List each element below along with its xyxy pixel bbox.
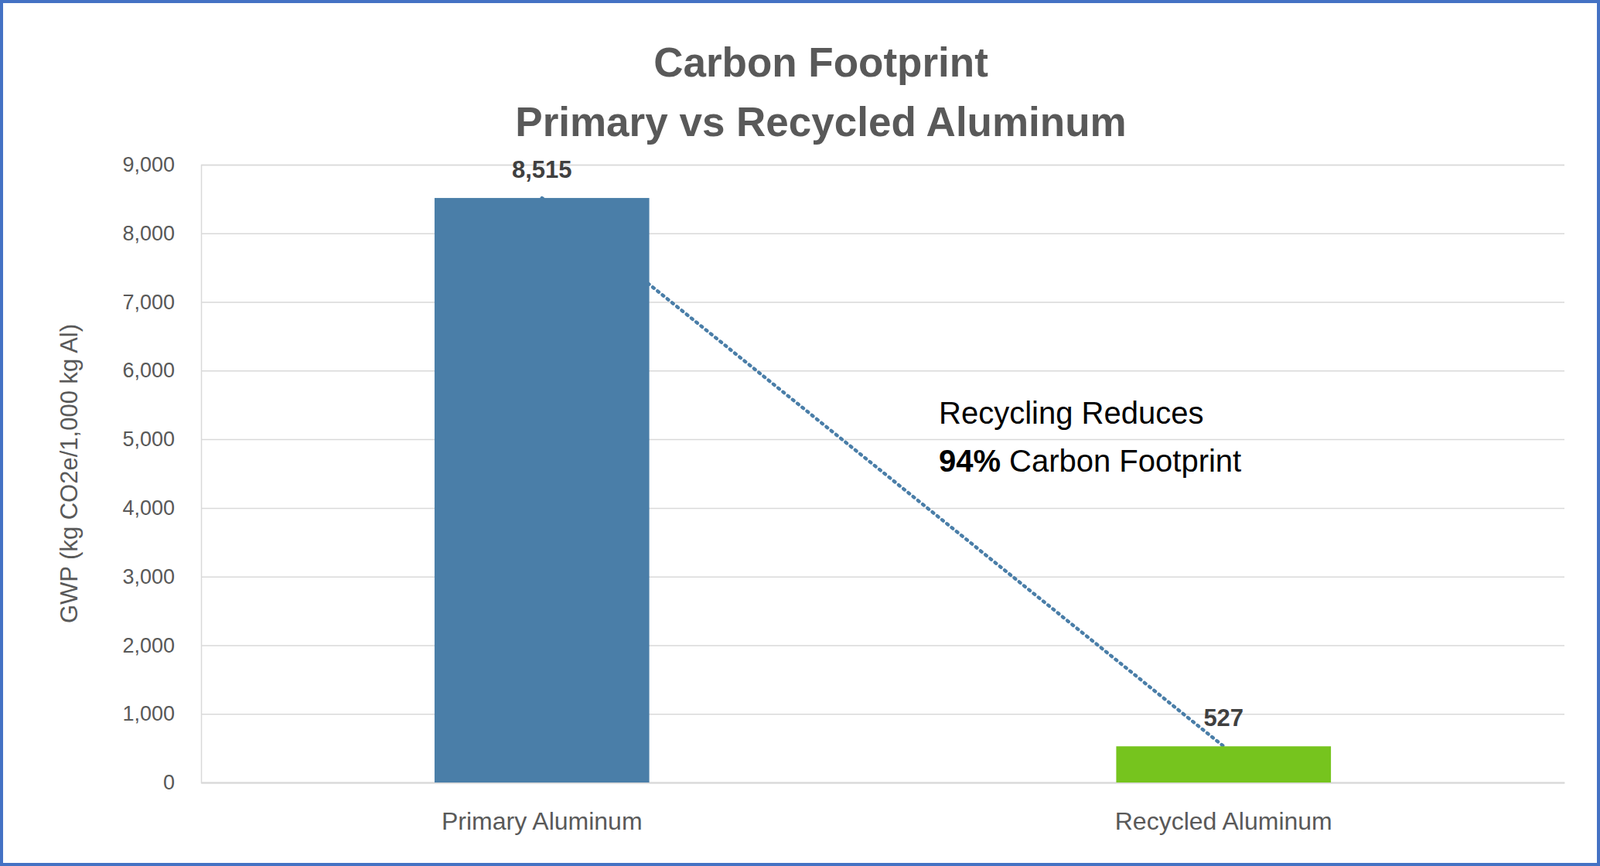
data-label: 527 xyxy=(1203,704,1244,732)
y-tick: 6,000 xyxy=(122,358,1565,383)
title: Carbon Footprint xyxy=(653,39,989,86)
subtitle: Primary vs Recycled Aluminum xyxy=(515,98,1126,145)
y-tick-label: 0 xyxy=(163,771,175,795)
y-axis: 0 1,000 2,000 3,000 4,000 5,000 6,000 7,000 8,00… xyxy=(122,153,1565,795)
y-tick-label: 2,000 xyxy=(122,634,175,658)
annotation-line: 94%Carbon Footprint xyxy=(938,443,1242,478)
y-tick: 7,000 xyxy=(122,290,1565,314)
grid-line xyxy=(201,644,1565,647)
y-tick: 0 xyxy=(163,771,1565,795)
plot-area xyxy=(434,197,1331,783)
annotation: Carbon Footprint xyxy=(1009,443,1242,478)
y-axis-line xyxy=(201,165,1566,784)
bar xyxy=(1115,746,1331,783)
y-tick: 2,000 xyxy=(122,634,1565,658)
annotation-emphasis: 94% xyxy=(938,443,1001,478)
x-tick: Primary Aluminum xyxy=(441,782,643,836)
y-tick-label: 5,000 xyxy=(122,427,175,451)
bar xyxy=(434,197,650,783)
x-tick-label: Primary Aluminum xyxy=(441,807,643,836)
x-axis: Primary Aluminum Recycled Aluminum xyxy=(201,782,1566,836)
grid-line xyxy=(201,233,1565,236)
grid-line xyxy=(201,301,1565,304)
y-tick-label: 6,000 xyxy=(122,358,175,383)
grid-line xyxy=(201,164,1565,167)
y-tick: 1,000 xyxy=(122,702,1565,726)
y-tick: 3,000 xyxy=(122,565,1565,589)
chart: Carbon Footprint Primary vs Recycled Alum… xyxy=(0,0,1600,866)
y-tick-label: 1,000 xyxy=(122,702,175,726)
y-tick-label: 9,000 xyxy=(122,153,175,177)
x-tick-label: Recycled Aluminum xyxy=(1115,807,1333,836)
y-tick-label: 3,000 xyxy=(122,565,175,589)
annotation: Recycling Reduces xyxy=(938,395,1204,430)
grid-line xyxy=(201,370,1565,372)
y-axis-title: GWP (kg CO2e/1,000 kg Al) xyxy=(55,324,83,624)
y-tick-label: 7,000 xyxy=(122,290,175,314)
x-tick: Recycled Aluminum xyxy=(1115,782,1333,836)
grid-line xyxy=(201,576,1565,578)
data-label: 8,515 xyxy=(511,156,573,184)
y-tick-label: 4,000 xyxy=(122,496,175,520)
x-axis-line xyxy=(201,782,1566,785)
grid-line xyxy=(201,508,1565,510)
y-tick: 4,000 xyxy=(122,496,1565,520)
grid-line xyxy=(201,713,1565,716)
grid-line xyxy=(201,439,1565,441)
y-tick-label: 8,000 xyxy=(122,221,175,246)
y-tick: 9,000 xyxy=(122,153,1565,177)
y-tick: 8,000 xyxy=(122,221,1565,246)
grid-line xyxy=(201,782,1565,785)
